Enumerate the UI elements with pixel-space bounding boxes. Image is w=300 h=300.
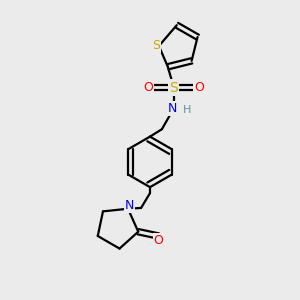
Text: O: O <box>144 81 154 94</box>
Text: O: O <box>154 234 164 247</box>
Text: N: N <box>125 199 134 212</box>
Text: S: S <box>169 81 178 94</box>
Text: N: N <box>168 102 177 115</box>
Text: H: H <box>183 105 191 115</box>
Text: O: O <box>194 81 204 94</box>
Text: S: S <box>152 40 160 52</box>
